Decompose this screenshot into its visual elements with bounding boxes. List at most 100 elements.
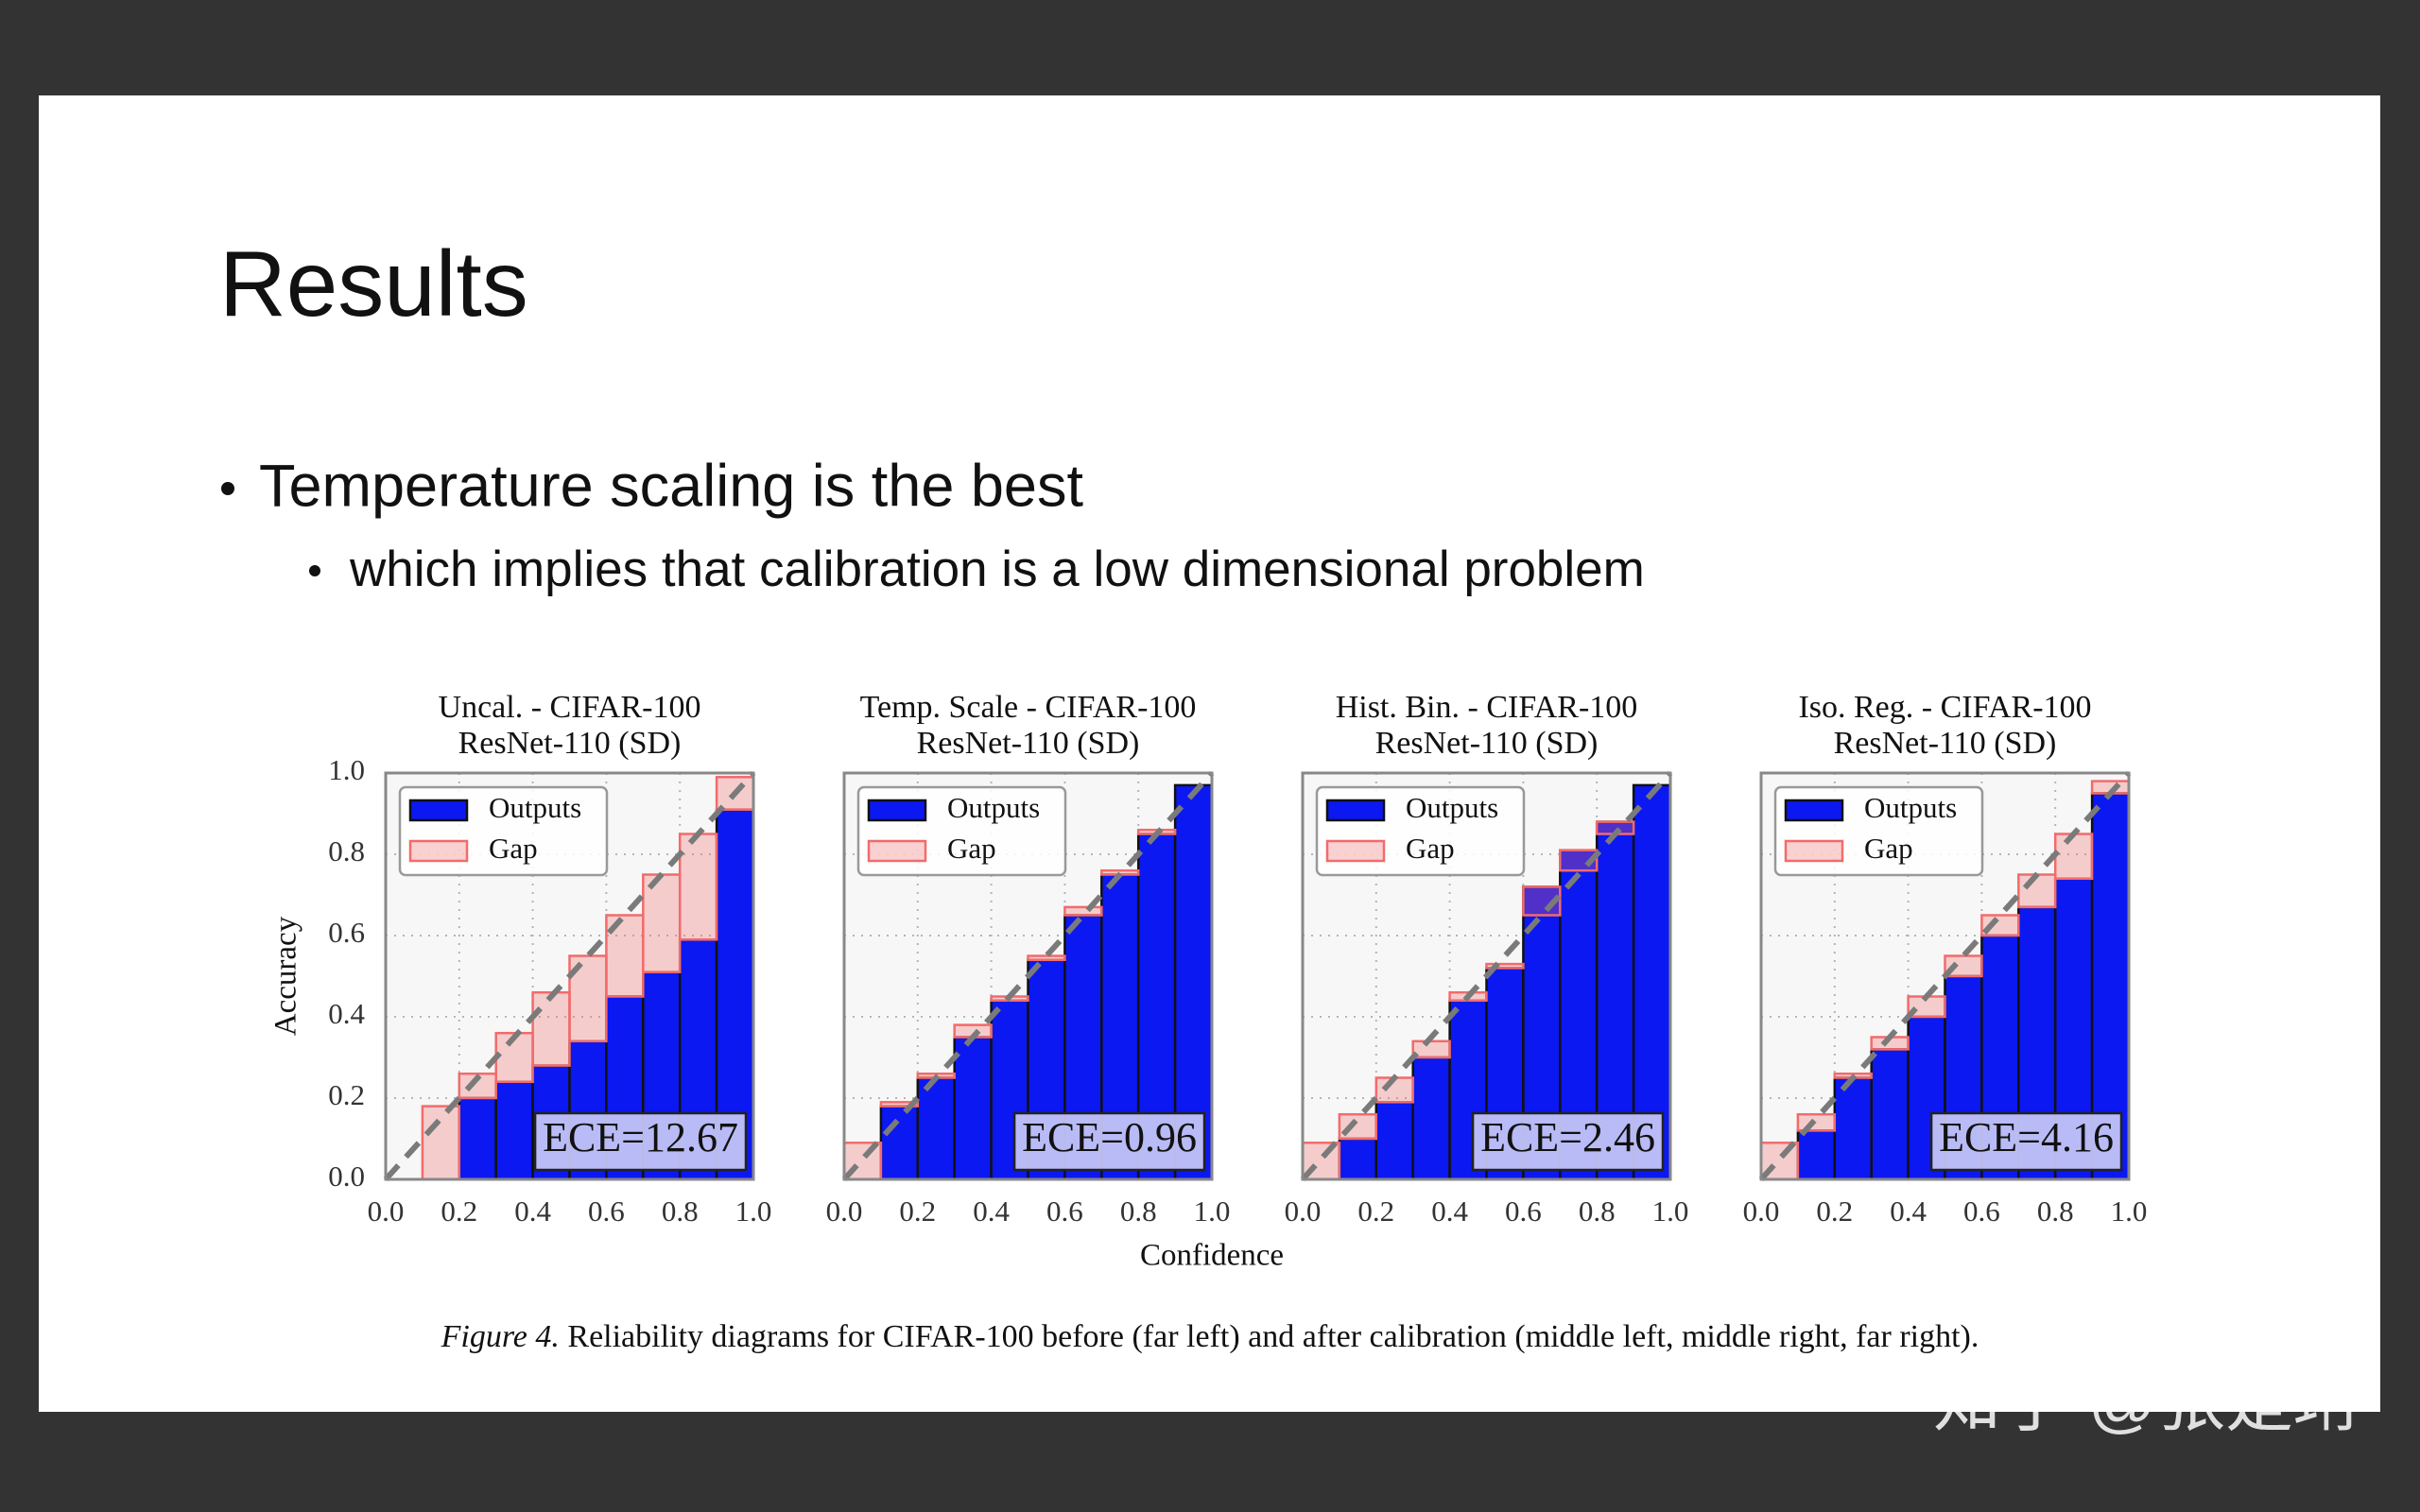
annotation-box bbox=[1471, 1111, 1665, 1172]
x-tick-label: 0.2 bbox=[899, 1194, 936, 1228]
legend-label: Outputs bbox=[489, 791, 581, 824]
chart: 0.0 0.2 0.4 0.6 0.8 1.0 0.0 0.2 0.4 0.6 0.8 1.0 Accu… bbox=[269, 690, 772, 1228]
x-tick-label: 0.4 bbox=[1431, 1194, 1468, 1228]
x-tick-label: 1.0 bbox=[1194, 1194, 1231, 1228]
x-tick-label: 0.6 bbox=[1046, 1194, 1083, 1228]
x-tick-label: 0.6 bbox=[1963, 1194, 2000, 1228]
x-tick-label: 1.0 bbox=[1652, 1194, 1689, 1228]
output-bar bbox=[1796, 1129, 1837, 1181]
axes-frame bbox=[384, 771, 755, 1181]
legend-label: Outputs bbox=[947, 791, 1040, 824]
x-tick-label: 0.4 bbox=[973, 1194, 1010, 1228]
chart: 0.0 0.2 0.4 0.6 0.8 1.0 Iso. Reg. - CIFAR-100R… bbox=[1743, 690, 2148, 1228]
output-bar bbox=[1338, 1137, 1378, 1181]
gap-bar bbox=[1027, 954, 1066, 962]
output-bar bbox=[1411, 1056, 1451, 1181]
x-tick-label: 0.8 bbox=[662, 1194, 699, 1228]
chart-subtitle: ResNet-110 (SD) bbox=[917, 726, 1140, 761]
x-tick-label: 0.2 bbox=[1357, 1194, 1394, 1228]
annotation: ECE=2.46 bbox=[1480, 1114, 1655, 1160]
y-tick-label: 0.8 bbox=[328, 834, 365, 868]
legend-label: Gap bbox=[489, 832, 538, 865]
gap-bar bbox=[1485, 962, 1525, 970]
annotation-box bbox=[1012, 1111, 1206, 1172]
legend-label: Gap bbox=[1864, 832, 1913, 865]
bullet bbox=[309, 565, 320, 576]
output-bar bbox=[953, 1036, 993, 1181]
legend-swatch bbox=[1784, 839, 1844, 863]
gap-bar bbox=[879, 1101, 920, 1108]
chart-title: Temp. Scale - CIFAR-100 bbox=[860, 690, 1197, 725]
gap-bar bbox=[1522, 885, 1562, 917]
chart-subtitle: ResNet-110 (SD) bbox=[1375, 726, 1599, 761]
axes-frame bbox=[1301, 771, 1672, 1181]
x-tick-label: 1.0 bbox=[735, 1194, 772, 1228]
legend-swatch bbox=[1325, 799, 1386, 822]
annotation: ECE=12.67 bbox=[543, 1114, 738, 1160]
x-tick-label: 0.8 bbox=[2037, 1194, 2074, 1228]
gap-bar bbox=[1063, 905, 1103, 917]
gap-bar bbox=[458, 1072, 497, 1100]
legend-label: Outputs bbox=[1406, 791, 1498, 824]
chart-subtitle: ResNet-110 (SD) bbox=[1834, 726, 2057, 761]
output-bar bbox=[1374, 1101, 1414, 1181]
x-axis-label: Confidence bbox=[1140, 1239, 1284, 1273]
axes-frame bbox=[1759, 771, 2131, 1181]
legend-swatch bbox=[408, 839, 469, 863]
diagonal bbox=[1758, 770, 2132, 1182]
output-bar bbox=[879, 1105, 920, 1181]
output-bar bbox=[1870, 1048, 1910, 1181]
y-tick-label: 1.0 bbox=[328, 753, 365, 786]
chart-title: Uncal. - CIFAR-100 bbox=[439, 690, 701, 725]
y-tick-label: 0.2 bbox=[328, 1078, 365, 1111]
gap-bar bbox=[678, 833, 718, 941]
x-tick-label: 0.4 bbox=[1890, 1194, 1927, 1228]
y-tick-label: 0.6 bbox=[328, 916, 365, 949]
annotation: ECE=4.16 bbox=[1939, 1114, 2114, 1160]
x-tick-label: 0.0 bbox=[368, 1194, 405, 1228]
diagonal bbox=[383, 770, 756, 1182]
x-tick-label: 0.0 bbox=[826, 1194, 863, 1228]
gap-bar bbox=[2053, 833, 2094, 881]
watermark: 知乎 @张楚珩 bbox=[1933, 1365, 2361, 1440]
annotation-box bbox=[533, 1111, 748, 1172]
caption-text: Reliability diagrams for CIFAR-100 befor… bbox=[567, 1319, 1979, 1354]
gap-bar bbox=[1338, 1112, 1378, 1141]
y-axis-label: Accuracy bbox=[269, 916, 303, 1036]
legend-label: Gap bbox=[947, 832, 996, 865]
output-bar bbox=[916, 1076, 956, 1181]
bullet bbox=[221, 482, 234, 495]
gap-bar bbox=[2017, 873, 2057, 909]
caption: Figure 4. Reliability diagrams for CIFAR… bbox=[441, 1319, 1979, 1354]
figure: 0.0 0.2 0.4 0.6 0.8 1.0 0.0 0.2 0.4 0.6 0.8 1.0 Accu… bbox=[269, 690, 2148, 1228]
output-bar bbox=[1833, 1076, 1873, 1181]
sub-bullet-text: which implies that calibration is a low … bbox=[349, 541, 1645, 597]
bullet-text: Temperature scaling is the best bbox=[259, 454, 1083, 520]
legend-swatch bbox=[408, 799, 469, 822]
legend-swatch bbox=[867, 799, 927, 822]
legend-swatch bbox=[867, 839, 927, 863]
x-tick-label: 0.2 bbox=[441, 1194, 477, 1228]
gap-bar bbox=[531, 990, 571, 1067]
axes-frame bbox=[842, 771, 1214, 1181]
gap-bar bbox=[1944, 954, 1983, 978]
x-tick-label: 0.4 bbox=[514, 1194, 551, 1228]
gap-bar bbox=[1980, 914, 2020, 937]
chart: 0.0 0.2 0.4 0.6 0.8 1.0 Hist. Bin. - CIFAR-100… bbox=[1285, 690, 1689, 1228]
x-tick-label: 0.8 bbox=[1579, 1194, 1616, 1228]
chart-title: Hist. Bin. - CIFAR-100 bbox=[1336, 690, 1638, 725]
output-bar bbox=[494, 1080, 534, 1181]
legend-swatch bbox=[1784, 799, 1844, 822]
gap-bar bbox=[421, 1105, 461, 1181]
x-tick-label: 1.0 bbox=[2111, 1194, 2148, 1228]
legend-swatch bbox=[1325, 839, 1386, 863]
x-tick-label: 0.0 bbox=[1743, 1194, 1780, 1228]
output-bar bbox=[458, 1096, 497, 1181]
chart: 0.0 0.2 0.4 0.6 0.8 1.0 Temp. Scale - CIFAR-10… bbox=[826, 690, 1231, 1228]
slide bbox=[39, 95, 2380, 1412]
diagonal bbox=[841, 770, 1215, 1182]
chart-subtitle: ResNet-110 (SD) bbox=[458, 726, 682, 761]
y-tick-label: 0.0 bbox=[328, 1160, 365, 1193]
annotation: ECE=0.96 bbox=[1022, 1114, 1197, 1160]
